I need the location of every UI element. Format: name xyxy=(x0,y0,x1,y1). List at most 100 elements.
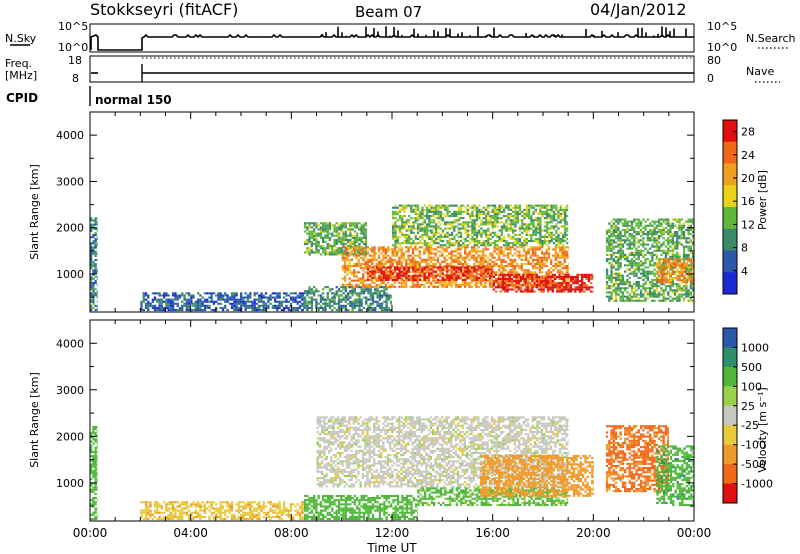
echo-cell xyxy=(333,226,336,229)
echo-cell xyxy=(621,224,625,227)
echo-cell xyxy=(651,231,654,234)
echo-cell xyxy=(448,278,451,281)
echo-cell xyxy=(509,227,513,230)
echo-cell xyxy=(313,292,316,295)
echo-cell xyxy=(285,292,288,295)
echo-cell xyxy=(414,270,417,273)
echo-cell xyxy=(335,226,338,229)
echo-cell xyxy=(660,245,663,248)
echo-cell xyxy=(333,296,336,299)
echo-cell xyxy=(516,233,519,236)
echo-cell xyxy=(662,268,665,271)
echo-cell xyxy=(651,220,654,223)
echo-cell xyxy=(482,248,485,251)
echo-cell xyxy=(441,248,444,251)
echo-cell xyxy=(630,241,634,244)
echo-cell xyxy=(475,223,479,226)
echo-cell xyxy=(464,221,467,224)
echo-cell xyxy=(443,260,446,263)
echo-cell xyxy=(401,206,404,209)
echo-cell xyxy=(267,300,270,303)
echo-cell xyxy=(495,262,498,265)
echo-cell xyxy=(658,235,661,238)
echo-cell xyxy=(347,302,350,305)
echo-cell xyxy=(658,241,661,244)
echo-cell xyxy=(346,248,349,251)
echo-cell xyxy=(435,242,438,245)
echo-cell xyxy=(538,281,541,284)
echo-cell xyxy=(448,240,451,243)
echo-cell xyxy=(328,251,332,254)
echo-cell xyxy=(358,294,361,297)
echo-cell xyxy=(452,278,456,281)
echo-cell xyxy=(484,268,487,271)
echo-cell xyxy=(308,292,311,295)
echo-cell xyxy=(412,204,415,207)
echo-cell xyxy=(437,268,440,271)
echo-cell xyxy=(676,291,679,294)
echo-cell xyxy=(493,206,497,209)
echo-cell xyxy=(455,266,458,269)
echo-cell xyxy=(337,236,341,239)
echo-cell xyxy=(174,292,177,295)
echo-cell xyxy=(624,256,627,259)
echo-cell xyxy=(555,231,558,234)
echo-cell xyxy=(366,278,370,281)
echo-cell xyxy=(208,292,211,295)
echo-cell xyxy=(651,270,654,273)
echo-cell xyxy=(498,252,501,255)
echo-cell xyxy=(468,250,471,253)
echo-cell xyxy=(444,244,447,247)
echo-cell xyxy=(507,244,510,247)
echo-cell xyxy=(349,224,352,227)
echo-cell xyxy=(496,244,499,247)
echo-cell xyxy=(581,288,584,291)
echo-cell xyxy=(430,258,433,261)
echo-cell xyxy=(550,208,553,211)
echo-cell xyxy=(353,300,356,303)
echo-cell xyxy=(568,254,569,257)
echo-cell xyxy=(561,267,564,270)
echo-cell xyxy=(526,275,529,278)
echo-cell xyxy=(531,248,535,251)
echo-cell xyxy=(464,223,467,226)
echo-cell xyxy=(527,215,531,218)
echo-cell xyxy=(635,264,638,267)
echo-cell xyxy=(550,225,553,228)
echo-cell xyxy=(457,246,460,249)
echo-cell xyxy=(479,273,483,276)
echo-cell xyxy=(432,252,435,255)
echo-cell xyxy=(624,241,627,244)
echo-cell xyxy=(617,289,620,292)
echo-cell xyxy=(403,221,406,224)
echo-cell xyxy=(545,265,548,268)
echo-cell xyxy=(398,219,402,222)
echo-cell xyxy=(235,306,238,309)
echo-cell xyxy=(637,226,640,229)
echo-cell xyxy=(500,265,503,268)
echo-cell xyxy=(556,260,560,263)
echo-cell xyxy=(249,306,252,309)
echo-cell xyxy=(400,252,403,255)
echo-cell xyxy=(511,271,514,274)
echo-cell xyxy=(473,246,476,249)
echo-cell xyxy=(477,269,480,272)
echo-cell xyxy=(190,296,193,299)
echo-cell xyxy=(96,244,98,247)
echo-cell xyxy=(349,290,352,293)
echo-cell xyxy=(353,253,356,256)
echo-cell xyxy=(469,217,472,220)
echo-cell xyxy=(608,245,611,248)
echo-cell xyxy=(515,286,518,289)
echo-cell xyxy=(617,260,620,263)
echo-cell xyxy=(190,300,193,303)
echo-cell xyxy=(610,249,613,252)
echo-cell xyxy=(357,254,360,257)
echo-cell xyxy=(471,229,474,232)
echo-cell xyxy=(90,292,93,295)
echo-cell xyxy=(351,300,354,303)
echo-cell xyxy=(337,306,341,309)
echo-cell xyxy=(398,250,401,253)
echo-cell xyxy=(658,224,661,227)
echo-cell xyxy=(430,252,433,255)
